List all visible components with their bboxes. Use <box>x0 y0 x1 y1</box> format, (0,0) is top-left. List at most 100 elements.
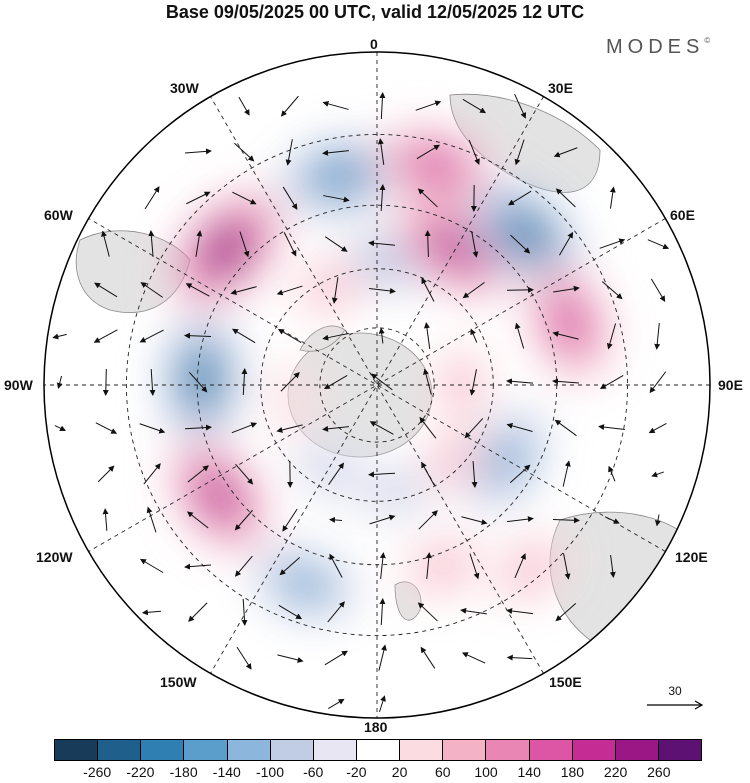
wind-arrow <box>462 281 485 299</box>
anomaly-cell <box>356 464 436 519</box>
wind-arrow <box>327 601 345 623</box>
wind-arrow <box>514 139 525 166</box>
wind-arrow <box>56 375 63 389</box>
wind-arrow <box>423 322 431 349</box>
colorbar-swatch <box>529 740 573 760</box>
anomaly-level <box>309 269 353 304</box>
wind-arrow <box>54 425 67 432</box>
anomaly-level <box>211 233 243 266</box>
wind-arrow <box>331 277 339 304</box>
wind-arrow <box>230 286 257 295</box>
wind-arrow <box>277 654 304 663</box>
lon-label-30w: 30W <box>170 80 199 96</box>
wind-arrow <box>423 368 432 395</box>
wind-arrow <box>139 329 164 343</box>
colorbar-tick-label: 140 <box>517 764 541 780</box>
anomaly-cell <box>268 363 320 436</box>
wind-arrow <box>322 100 349 110</box>
colorbar-tick-label: 20 <box>391 764 408 780</box>
wind-arrow <box>185 148 212 155</box>
wind-arrow <box>282 508 298 532</box>
wind-arrow <box>555 603 577 622</box>
colorbar-swatch <box>615 740 659 760</box>
colorbar-swatch <box>270 740 314 760</box>
wind-arrow <box>186 511 209 529</box>
colorbar-tick-label: 220 <box>603 764 628 780</box>
wind-arrow <box>186 191 211 205</box>
colorbar-tick-label: -260 <box>83 764 112 780</box>
wind-arrow <box>241 598 248 626</box>
wind-arrow <box>328 698 345 710</box>
wind-arrow <box>368 240 395 247</box>
wind-arrow <box>471 231 479 258</box>
wind-arrow <box>506 608 533 615</box>
wind-arrow <box>654 514 661 527</box>
wind-arrow <box>415 100 442 111</box>
anomaly-level <box>416 153 455 180</box>
wind-arrow <box>231 422 258 434</box>
anomaly-level <box>437 233 475 263</box>
anomaly-level <box>204 478 234 513</box>
wind-arrow <box>323 375 348 390</box>
wind-arrow <box>514 93 527 119</box>
wind-arrow <box>416 144 440 160</box>
colorbar-swatch <box>141 740 185 760</box>
colorbar-tick-label: -140 <box>212 764 241 780</box>
wind-arrow <box>185 283 210 297</box>
wind-arrow <box>469 553 480 580</box>
wind-arrow <box>324 650 348 666</box>
wind-arrow <box>379 184 386 212</box>
lon-label-60w: 60W <box>44 207 73 223</box>
lon-label-120w: 120W <box>36 549 73 565</box>
wind-arrow <box>280 95 299 117</box>
meridian-line <box>210 96 544 674</box>
wind-arrow <box>238 96 250 116</box>
wind-arrow <box>461 652 486 664</box>
anomaly-level <box>268 363 320 436</box>
wind-arrow <box>421 461 435 486</box>
wind-arrow <box>234 555 253 577</box>
wind-arrow <box>552 331 579 340</box>
wind-arrow <box>418 510 438 530</box>
anomaly-level <box>285 570 325 598</box>
wind-arrow <box>369 514 396 525</box>
wind-arrow <box>329 553 343 578</box>
modes-logo: MODES© <box>606 36 710 59</box>
wind-arrow <box>369 287 396 294</box>
wind-arrow <box>369 421 394 435</box>
wind-reference-vector: 30 <box>640 684 710 714</box>
wind-arrow <box>650 278 666 303</box>
wind-arrow <box>141 609 162 616</box>
wind-arrow <box>323 195 350 203</box>
anomaly-cell <box>419 427 488 496</box>
wind-arrow <box>283 232 297 257</box>
lon-label-180: 180 <box>364 719 388 735</box>
wind-arrow <box>139 423 166 434</box>
wind-arrow <box>506 286 534 293</box>
wind-arrow <box>377 138 385 165</box>
wind-arrow <box>598 424 625 431</box>
wind-arrow <box>140 282 163 298</box>
anomaly-cell <box>169 437 269 554</box>
wind-arrow <box>510 234 531 254</box>
wind-arrow <box>509 464 531 484</box>
wind-arrow <box>149 368 156 396</box>
colorbar-swatch <box>313 740 357 760</box>
wind-arrow <box>417 188 438 208</box>
colorbar-ticks: -260 -220 -180 -140 -100 -60 -20 20 60 100 140 180 2… <box>0 764 750 782</box>
wind-arrow <box>139 558 164 574</box>
wind-arrow <box>608 465 616 482</box>
wind-arrow <box>599 238 626 249</box>
wind-arrow <box>469 369 477 396</box>
wind-arrow <box>101 230 110 257</box>
colorbar-swatch <box>486 740 530 760</box>
wind-arrow <box>279 557 301 576</box>
wind-reference-label: 30 <box>668 684 682 698</box>
wind-arrow <box>239 231 250 258</box>
anomaly-level <box>189 359 214 399</box>
wind-arrow <box>195 230 203 257</box>
colorbar-swatch <box>443 740 487 760</box>
wind-arrow <box>563 553 571 580</box>
wind-arrow <box>420 646 436 669</box>
